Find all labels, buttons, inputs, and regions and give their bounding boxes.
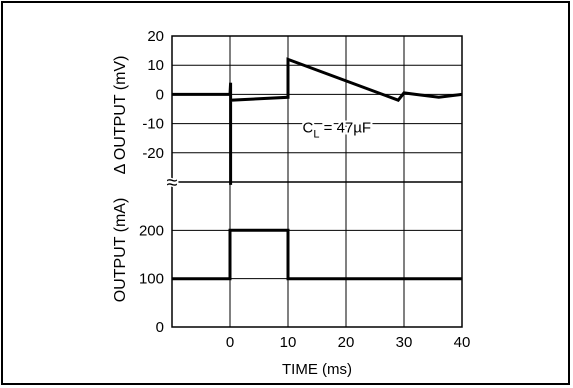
x-tick-label: 0 <box>226 334 234 351</box>
y-axis-labels: OUTPUT (mA) Δ OUTPUT (mV) <box>112 56 129 303</box>
x-tick-labels: 0 10 20 30 40 <box>226 334 471 351</box>
x-axis-label: TIME (ms) <box>282 361 352 378</box>
x-tick-label: 40 <box>454 334 471 351</box>
y-tick-label: -20 <box>142 145 164 162</box>
y-tick-label: 100 <box>139 271 164 288</box>
capacitance-annotation: CL = 47µF <box>303 119 372 140</box>
y-tick-label: 200 <box>139 222 164 239</box>
data-series-line <box>172 228 462 281</box>
y-tick-label: -10 <box>142 116 164 133</box>
y-tick-label: 0 <box>156 319 164 336</box>
annotation-suffix: = 47µF <box>319 119 371 136</box>
data-series-line <box>172 57 463 185</box>
annotation-prefix: C <box>303 119 314 136</box>
axis-break-symbol: ≈ <box>167 172 178 194</box>
y-tick-label: 0 <box>156 86 164 103</box>
y-axis-label-delta-output: Δ OUTPUT (mV) <box>112 56 129 175</box>
series-lines <box>172 57 463 281</box>
x-tick-label: 30 <box>396 334 413 351</box>
x-tick-label: 10 <box>280 334 297 351</box>
y-axis-label-output-ma: OUTPUT (mA) <box>112 198 129 303</box>
y-tick-label: 10 <box>147 57 164 74</box>
x-tick-label: 20 <box>338 334 355 351</box>
annotation-subscript: L <box>313 128 319 140</box>
y-tick-label: 20 <box>147 28 164 45</box>
